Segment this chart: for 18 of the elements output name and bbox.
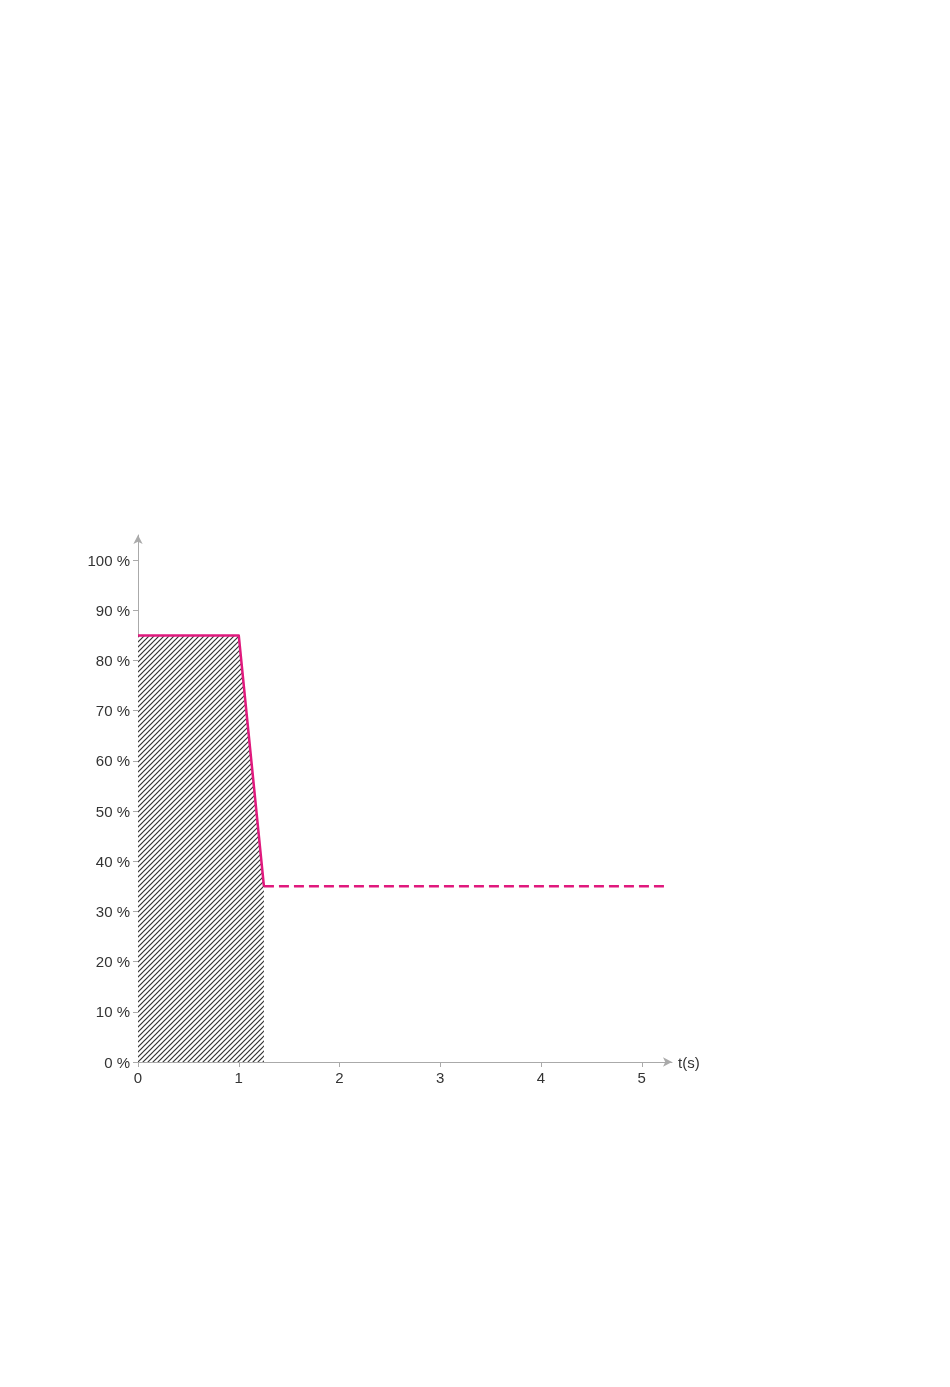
y-tick-label: 70 % xyxy=(95,702,130,720)
x-tick-label: 5 xyxy=(637,1069,646,1086)
y-tick-label: 0 % xyxy=(104,1053,130,1071)
x-tick-label: 0 xyxy=(133,1069,143,1086)
x-tick-label: 1 xyxy=(234,1069,243,1086)
x-tick-label: 2 xyxy=(335,1069,344,1086)
y-tick-label: 30 % xyxy=(95,902,130,920)
x-axis-title: t(s) xyxy=(678,1053,700,1071)
y-tick-label: 100 % xyxy=(87,551,130,569)
y-tick-label: 60 % xyxy=(95,752,130,770)
y-tick-label: 50 % xyxy=(95,802,130,820)
x-tick-label: 3 xyxy=(436,1069,445,1086)
x-tick-label: 4 xyxy=(536,1069,546,1086)
y-tick-label: 40 % xyxy=(95,852,130,870)
y-tick-label: 80 % xyxy=(95,651,130,669)
y-tick-label: 10 % xyxy=(95,1003,130,1021)
y-tick-label: 20 % xyxy=(95,953,130,971)
y-tick-label: 90 % xyxy=(95,601,130,619)
